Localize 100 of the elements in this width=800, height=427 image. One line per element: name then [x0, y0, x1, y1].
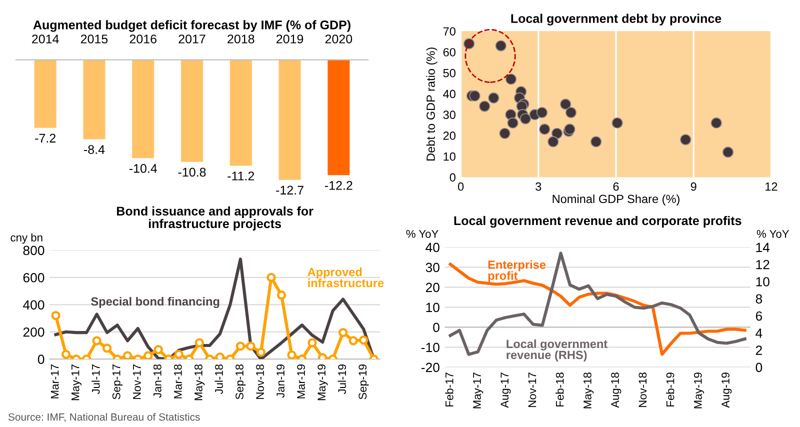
point: [92, 336, 102, 346]
data-label: -10.8: [178, 168, 206, 177]
point: [194, 338, 204, 348]
point: [539, 124, 550, 135]
point: [495, 40, 506, 52]
x-tick-label: Mar-19: [297, 364, 305, 398]
data-label: -12.2: [324, 181, 352, 190]
series-label: Local government revenue (RHS): [506, 339, 608, 362]
point: [722, 146, 734, 158]
y-tick-label: -10: [421, 342, 440, 352]
chart-title: Local government debt by province: [511, 14, 722, 26]
y-tick-label: 50: [443, 68, 456, 78]
x-tick-label: 9: [690, 182, 696, 191]
y2-tick-label: 14: [756, 242, 770, 252]
y2-tick-label: 2: [756, 346, 762, 355]
x-tick-label: 2018: [228, 34, 254, 44]
x-tick-label: May-19: [694, 372, 704, 408]
y-tick-label: 30: [426, 262, 440, 272]
x-tick-label: Aug-19: [722, 372, 732, 408]
point: [144, 351, 153, 360]
data-label: -11.2: [228, 172, 254, 180]
y-tick-label: 400: [23, 300, 44, 310]
y2-tick-label: 12: [756, 260, 770, 270]
point: [215, 352, 225, 360]
x-tick-label: Jan-18: [153, 364, 162, 398]
point: [590, 136, 602, 148]
y-tick-label: -20: [421, 362, 440, 372]
y2-tick-label: 6: [756, 311, 762, 321]
x-tick-label: 12: [766, 182, 778, 191]
x-tick-label: 3: [536, 182, 542, 191]
data-label: -12.7: [276, 186, 304, 194]
point: [479, 100, 490, 112]
x-tick-label: Mar-17: [50, 364, 59, 398]
y2-tick-label: 8: [756, 294, 762, 304]
point: [680, 134, 692, 146]
y-axis-title: % YoY: [406, 230, 438, 238]
x-tick-label: Jul-19: [338, 364, 346, 394]
x-tick-label: Sep-18: [236, 364, 246, 400]
x-axis-title: Nominal GDP Share (%): [552, 194, 680, 206]
y-tick-label: 60: [443, 48, 456, 56]
chart-title: Local government revenue and corporate profits: [454, 216, 742, 228]
data-label: -8.4: [84, 145, 105, 154]
x-tick-label: Aug-18: [611, 372, 622, 408]
y2-tick-label: 4: [756, 328, 762, 338]
x-tick-label: May-17: [72, 364, 82, 400]
point: [359, 335, 368, 345]
y-tick-label: 20: [426, 282, 440, 292]
data-label: -7.2: [35, 134, 56, 142]
y-axis-title: Debt to GDP ratio (%): [426, 48, 438, 161]
x-tick-label: May-18: [194, 364, 205, 400]
x-tick-label: 2019: [276, 34, 304, 44]
point: [710, 117, 722, 129]
x-tick-label: Feb-19: [666, 372, 674, 406]
x-tick-label: Sep-17: [112, 364, 122, 400]
point: [560, 98, 572, 110]
x-tick-label: Feb-18: [556, 372, 564, 406]
point: [548, 136, 559, 148]
series-label: Special bond financing: [91, 296, 220, 308]
x-tick-label: May-18: [584, 372, 594, 408]
y-tick-label: 40: [443, 90, 456, 98]
point: [174, 350, 184, 359]
point: [266, 272, 276, 282]
point: [505, 74, 517, 85]
x-tick-label: Nov-18: [256, 364, 264, 399]
source-note: Source: IMF, National Bureau of Statistics: [8, 413, 200, 422]
x-tick-label: Nov-17: [528, 372, 536, 407]
y-tick-label: 70: [443, 27, 456, 36]
point: [287, 350, 296, 360]
text: Approved infrastructure: [308, 268, 384, 288]
point: [488, 92, 500, 104]
y2-tick-label: 10: [756, 277, 770, 286]
point: [612, 117, 623, 129]
x-tick-label: Nov-17: [133, 364, 141, 399]
x-tick-label: Aug-17: [500, 372, 511, 408]
y-tick-label: 20: [443, 132, 456, 140]
y-tick-label: 200: [23, 327, 44, 337]
point: [236, 342, 246, 351]
point: [551, 128, 563, 139]
series-label: Enterprise profit: [488, 260, 546, 282]
x-tick-label: 6: [613, 182, 619, 191]
y-tick-label: 800: [23, 246, 44, 256]
point: [246, 342, 256, 351]
x-tick-label: 0: [458, 182, 464, 191]
point: [102, 344, 112, 353]
point: [61, 350, 71, 359]
point: [51, 310, 60, 320]
x-tick-label: 2015: [80, 34, 108, 44]
y-axis-title: cny bn: [10, 233, 42, 244]
y2-axis-title: % YoY: [756, 230, 790, 238]
y-tick-label: 0: [433, 322, 440, 332]
x-tick-label: Nov-18: [638, 372, 647, 407]
y-tick-label: 30: [443, 110, 456, 120]
point: [469, 90, 480, 102]
x-tick-label: Jul-18: [214, 364, 223, 394]
x-tick-label: Sep-19: [358, 364, 369, 400]
point: [565, 106, 577, 118]
x-tick-label: 2020: [325, 34, 352, 44]
point: [536, 106, 548, 118]
point: [499, 128, 510, 139]
point: [123, 351, 132, 360]
